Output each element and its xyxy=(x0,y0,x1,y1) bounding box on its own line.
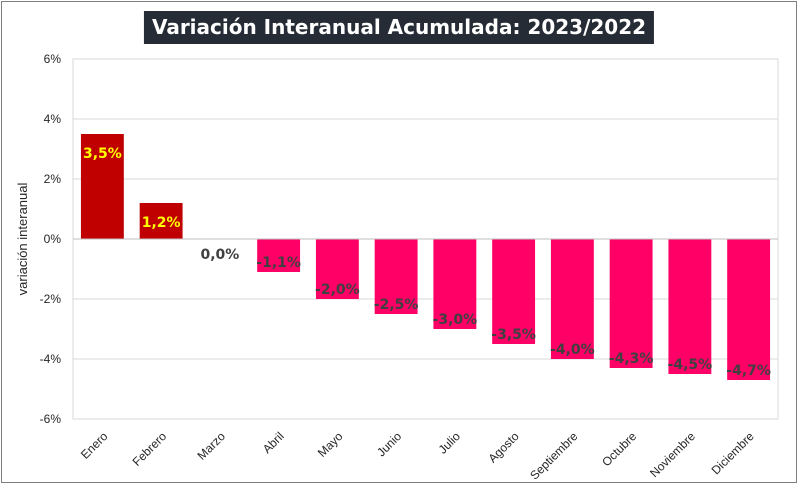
x-tick-label: Julio xyxy=(436,429,464,457)
data-label: -3,0% xyxy=(433,312,478,328)
bar xyxy=(727,239,771,380)
bar xyxy=(609,239,653,368)
bar xyxy=(668,239,712,374)
data-label: -4,3% xyxy=(609,351,654,367)
bar xyxy=(139,203,183,239)
x-tick-label: Noviembre xyxy=(647,429,698,480)
bar xyxy=(374,239,418,314)
x-tick-label: Agosto xyxy=(485,429,522,466)
bar xyxy=(433,239,477,329)
bar xyxy=(257,239,301,272)
y-tick-label: 2% xyxy=(44,172,62,186)
data-label: -4,0% xyxy=(550,342,595,358)
x-tick-label: Diciembre xyxy=(709,429,757,477)
data-label: -4,7% xyxy=(726,363,771,379)
bar xyxy=(80,134,124,239)
bar xyxy=(492,239,536,344)
data-label: -4,5% xyxy=(668,357,713,373)
x-tick-label: Abril xyxy=(260,429,287,456)
bar xyxy=(315,239,359,299)
x-tick-label: Octubre xyxy=(599,429,639,469)
y-axis-label: variación interanual xyxy=(15,183,30,296)
data-label: 1,2% xyxy=(142,215,181,231)
data-label: -2,5% xyxy=(374,297,419,313)
data-label: -1,1% xyxy=(256,255,301,271)
x-tick-label: Mayo xyxy=(315,429,346,460)
y-tick-label: 0% xyxy=(44,232,62,246)
x-tick-label: Septiembre xyxy=(527,429,581,483)
data-label: -3,5% xyxy=(491,327,536,343)
y-tick-label: -2% xyxy=(40,292,62,306)
y-tick-label: 6% xyxy=(44,52,62,66)
data-label: -2,0% xyxy=(315,282,360,298)
y-tick-label: 4% xyxy=(44,112,62,126)
y-tick-label: -4% xyxy=(40,352,62,366)
chart-title: Variación Interanual Acumulada: 2023/202… xyxy=(143,11,655,44)
x-tick-label: Junio xyxy=(374,429,404,459)
data-label: 3,5% xyxy=(83,146,122,162)
x-tick-label: Enero xyxy=(78,429,111,462)
y-tick-label: -6% xyxy=(40,412,62,426)
x-tick-label: Febrero xyxy=(130,429,170,469)
data-label: 0,0% xyxy=(200,247,239,263)
bar xyxy=(550,239,594,359)
x-tick-label: Marzo xyxy=(195,429,229,463)
